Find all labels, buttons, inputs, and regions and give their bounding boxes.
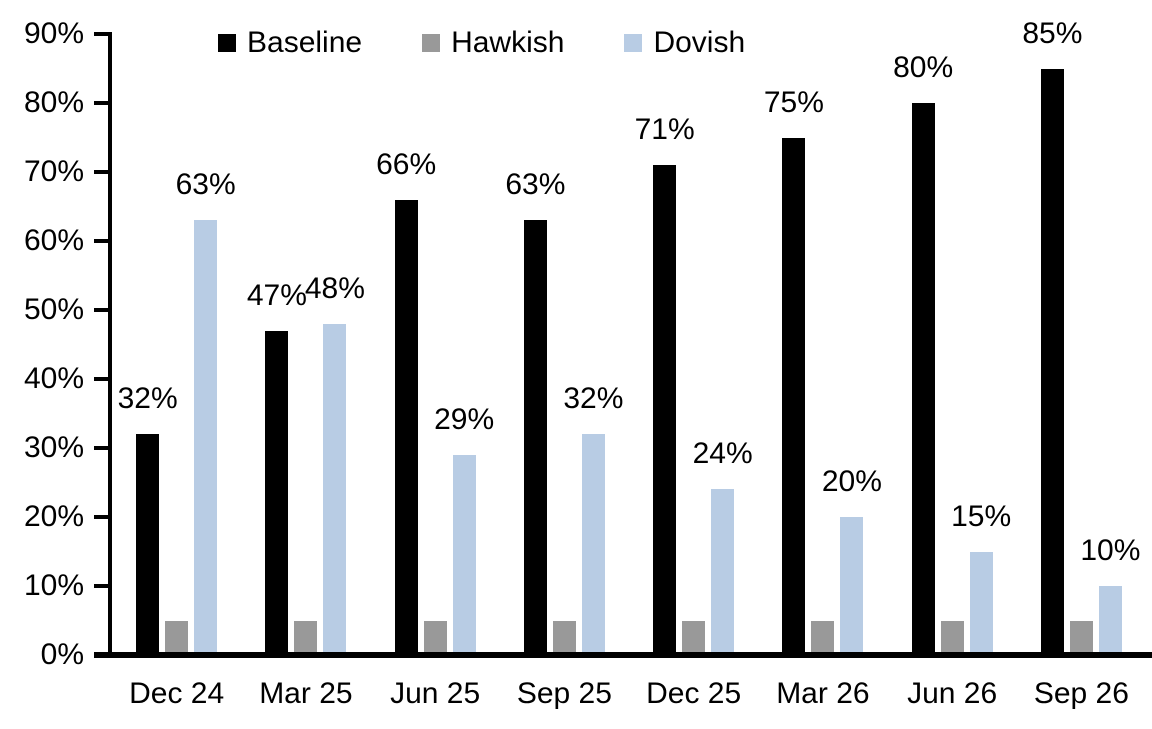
y-axis-tick-30 xyxy=(94,446,112,450)
bar-baseline-jun-25: 66% xyxy=(376,149,436,655)
data-label-dovish-dec-25: 24% xyxy=(692,437,753,471)
legend-label-dovish: Dovish xyxy=(653,26,746,59)
data-label-dovish-dec-24: 63% xyxy=(175,168,236,202)
bar-dovish-dec-25: 24% xyxy=(693,439,753,655)
bar-dovish-dec-24: 63% xyxy=(176,170,236,655)
data-label-baseline-sep-26: 85% xyxy=(1022,16,1083,50)
data-label-dovish-sep-26: 10% xyxy=(1080,534,1141,567)
bar-hawkish-mar-26 xyxy=(811,620,835,655)
bar-group-dec-24: 32% 63% xyxy=(118,34,236,655)
legend-swatch-icon-hawkish xyxy=(422,34,441,52)
x-axis-tick-label-sep-26: Sep 26 xyxy=(1033,677,1129,710)
y-axis-tick-60 xyxy=(94,239,112,243)
data-label-baseline-jun-25: 66% xyxy=(376,147,437,181)
bar-dovish-mar-25: 48% xyxy=(305,273,365,655)
data-label-baseline-mar-25: 47% xyxy=(246,278,307,312)
bar-hawkish-jun-26 xyxy=(940,620,964,655)
y-axis-tick-label-90: 90% xyxy=(23,17,84,50)
x-axis-tick-label-mar-26: Mar 26 xyxy=(776,677,870,710)
x-axis-tick-label-mar-25: Mar 25 xyxy=(259,677,353,710)
bar-dovish-sep-25: 32% xyxy=(563,384,623,655)
x-axis-line xyxy=(94,652,1152,658)
bar-hawkish-sep-26 xyxy=(1069,620,1093,655)
bar-baseline-jun-26: 80% xyxy=(893,53,953,655)
bar-baseline-sep-25: 63% xyxy=(505,170,565,655)
bar-group-mar-25: 47% 48% xyxy=(247,34,365,655)
y-axis-tick-label-20: 20% xyxy=(23,500,84,533)
y-axis-tick-80 xyxy=(94,101,112,105)
bar-hawkish-dec-24 xyxy=(165,620,189,655)
y-axis-tick-label-80: 80% xyxy=(23,86,84,119)
legend-label-hawkish: Hawkish xyxy=(451,26,565,59)
bar-baseline-sep-26: 85% xyxy=(1022,18,1082,655)
data-label-baseline-dec-25: 71% xyxy=(634,113,695,147)
data-label-dovish-sep-25: 32% xyxy=(563,382,624,416)
data-label-dovish-jun-25: 29% xyxy=(434,402,495,436)
bar-dovish-sep-26: 10% xyxy=(1080,536,1140,655)
y-axis-line xyxy=(108,32,112,658)
legend-label-baseline: Baseline xyxy=(247,26,363,59)
legend-item-hawkish: Hawkish xyxy=(422,26,564,60)
x-axis-tick-label-dec-25: Dec 25 xyxy=(646,677,742,710)
bar-group-sep-25: 63% 32% xyxy=(505,34,623,655)
bar-group-jun-26: 80% 15% xyxy=(893,34,1011,655)
bar-hawkish-mar-25 xyxy=(294,620,318,655)
y-axis-tick-label-0: 0% xyxy=(40,638,84,671)
y-axis-tick-90 xyxy=(94,32,112,36)
legend-swatch-icon-dovish xyxy=(624,34,643,52)
bar-baseline-mar-25: 47% xyxy=(247,280,307,655)
y-axis-tick-label-40: 40% xyxy=(23,362,84,395)
y-axis-tick-label-30: 30% xyxy=(23,431,84,464)
data-label-baseline-mar-26: 75% xyxy=(763,85,824,119)
x-axis-tick-label-jun-26: Jun 26 xyxy=(907,677,998,710)
data-label-baseline-jun-26: 80% xyxy=(893,51,954,84)
bar-group-sep-26: 85% 10% xyxy=(1022,18,1140,655)
y-axis-tick-label-10: 10% xyxy=(23,569,84,602)
data-label-dovish-mar-26: 20% xyxy=(821,465,882,498)
bar-baseline-mar-26: 75% xyxy=(764,87,824,655)
bar-dovish-jun-26: 15% xyxy=(951,501,1011,655)
bar-group-dec-25: 71% 24% xyxy=(635,34,753,655)
data-label-dovish-jun-26: 15% xyxy=(951,499,1012,533)
y-axis-tick-20 xyxy=(94,515,112,519)
plot-area: 32% 63% 47% 48% 66% 29% 63% 32% 71% 24% 75% 20% 80% 1… xyxy=(112,18,1146,655)
bar-group-jun-25: 66% 29% xyxy=(376,34,494,655)
bar-hawkish-dec-25 xyxy=(682,620,706,655)
bar-dovish-jun-25: 29% xyxy=(434,404,494,655)
legend-item-baseline: Baseline xyxy=(218,26,362,60)
x-axis-tick-label-sep-25: Sep 25 xyxy=(516,677,612,710)
y-axis-tick-label-50: 50% xyxy=(23,293,84,326)
y-axis-tick-label-60: 60% xyxy=(23,224,84,257)
bar-hawkish-sep-25 xyxy=(552,620,576,655)
y-axis-tick-70 xyxy=(94,170,112,174)
bar-group-mar-26: 75% 20% xyxy=(764,34,882,655)
x-axis-tick-label-dec-24: Dec 24 xyxy=(129,677,225,710)
x-axis-tick-labels: Dec 24 Mar 25 Jun 25 Sep 25 Dec 25 Mar 26 Jun … xyxy=(112,676,1146,712)
y-axis-tick-50 xyxy=(94,308,112,312)
bar-hawkish-jun-25 xyxy=(423,620,447,655)
legend-item-dovish: Dovish xyxy=(624,26,745,60)
legend-swatch-icon-baseline xyxy=(218,34,236,52)
data-label-baseline-sep-25: 63% xyxy=(505,168,566,202)
bar-dovish-mar-26: 20% xyxy=(822,467,882,655)
bar-baseline-dec-24: 32% xyxy=(118,384,178,655)
bar-baseline-dec-25: 71% xyxy=(635,115,695,655)
data-label-baseline-dec-24: 32% xyxy=(117,382,178,416)
y-axis-tick-40 xyxy=(94,377,112,381)
y-axis-tick-10 xyxy=(94,584,112,588)
y-axis-tick-label-70: 70% xyxy=(23,155,84,188)
legend: Baseline Hawkish Dovish xyxy=(218,26,745,60)
data-label-dovish-mar-25: 48% xyxy=(304,271,365,305)
x-axis-tick-label-jun-25: Jun 25 xyxy=(390,677,481,710)
